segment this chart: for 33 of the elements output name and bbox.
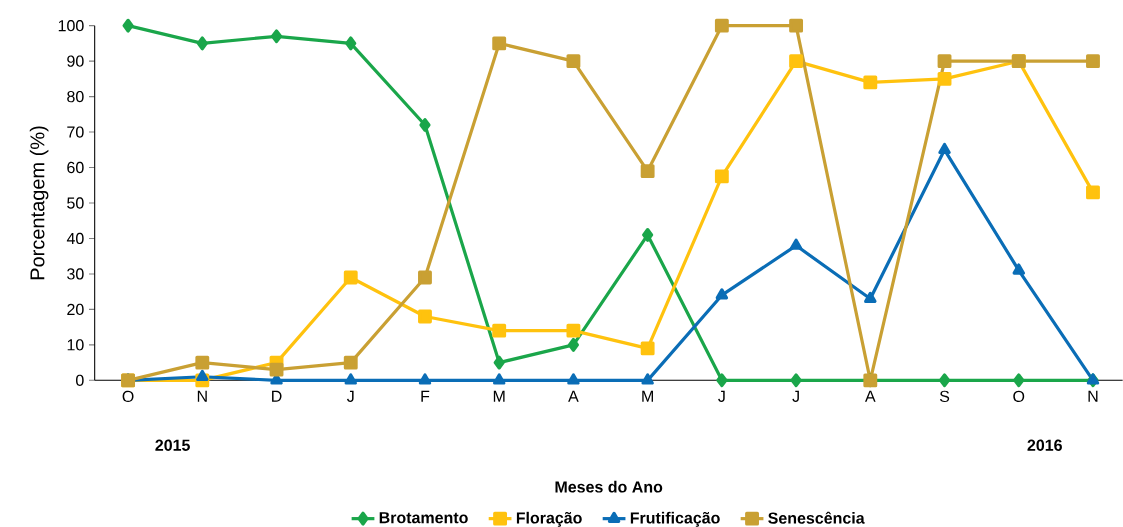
y-tick-label: 100 — [58, 20, 84, 32]
legend-label: Brotamento — [379, 512, 468, 524]
x-tick-label: A — [864, 390, 876, 402]
x-axis-title: Meses do Ano — [555, 480, 663, 493]
y-tick-label: 90 — [67, 55, 84, 67]
y-tick-label: 0 — [76, 374, 84, 386]
legend-label: Senescência — [768, 511, 865, 524]
x-tick-label: J — [347, 390, 354, 402]
y-tick-label: 60 — [67, 161, 84, 174]
legend-label: Floração — [516, 511, 582, 527]
x-tick-label: A — [568, 390, 579, 402]
y-tick-label: 50 — [67, 197, 84, 209]
x-tick-label: M — [493, 390, 505, 402]
x-tick-label: S — [939, 390, 950, 403]
y-tick-label: 10 — [67, 339, 84, 351]
x-tick-label: O — [122, 390, 134, 403]
x-tick-label: N — [197, 390, 207, 402]
x-tick-label: F — [421, 390, 430, 402]
x-tick-label: N — [1088, 390, 1098, 402]
text: 2016 — [1027, 439, 1062, 451]
text: 2015 — [155, 439, 190, 451]
x-tick-label: J — [718, 390, 725, 402]
x-tick-label: O — [1013, 390, 1025, 403]
x-tick-label: D — [272, 390, 282, 402]
y-tick-label: 30 — [67, 268, 84, 280]
y-tick-label: 40 — [66, 232, 84, 245]
y-axis-title: Porcentagem (%) — [29, 126, 49, 280]
legend-label: Frutificação — [630, 511, 720, 527]
y-tick-label: 80 — [67, 90, 84, 103]
y-tick-label: 70 — [67, 126, 84, 138]
x-tick-label: M — [642, 390, 653, 402]
y-tick-label: 20 — [67, 303, 84, 316]
x-tick-label: J — [792, 390, 799, 402]
